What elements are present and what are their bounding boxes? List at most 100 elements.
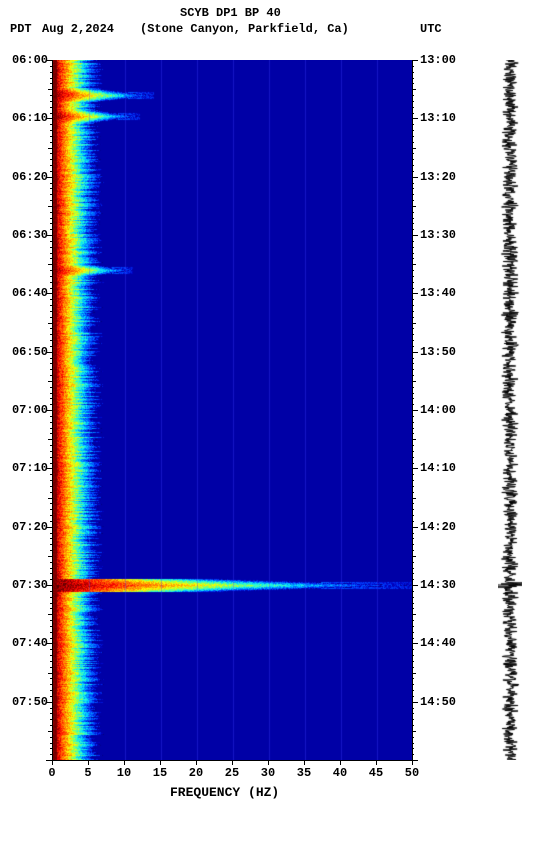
minor-tick — [50, 101, 52, 102]
minor-tick — [50, 188, 52, 189]
tick-mark — [340, 760, 341, 765]
minor-tick — [50, 317, 52, 318]
y-tick-right: 14:20 — [420, 520, 456, 534]
minor-tick — [50, 247, 52, 248]
minor-tick — [412, 171, 414, 172]
minor-tick — [412, 200, 414, 201]
x-tick: 15 — [153, 766, 167, 780]
minor-tick — [48, 614, 52, 615]
seismogram-canvas — [498, 60, 522, 760]
minor-tick — [46, 352, 52, 353]
minor-tick — [412, 66, 414, 67]
minor-tick — [412, 498, 416, 499]
minor-tick — [412, 352, 418, 353]
tick-mark — [52, 760, 53, 765]
minor-tick — [46, 177, 52, 178]
minor-tick — [50, 72, 52, 73]
minor-tick — [412, 328, 414, 329]
minor-tick — [48, 556, 52, 557]
minor-tick — [412, 340, 414, 341]
minor-tick — [50, 474, 52, 475]
minor-tick — [412, 515, 414, 516]
minor-tick — [412, 737, 414, 738]
minor-tick — [412, 503, 414, 504]
y-tick-right: 14:40 — [420, 636, 456, 650]
minor-tick — [412, 748, 414, 749]
minor-tick — [412, 725, 414, 726]
minor-tick — [50, 113, 52, 114]
y-tick-left: 06:10 — [4, 111, 48, 125]
minor-tick — [412, 293, 418, 294]
minor-tick — [50, 422, 52, 423]
minor-tick — [412, 439, 416, 440]
minor-tick — [412, 247, 414, 248]
minor-tick — [50, 253, 52, 254]
minor-tick — [412, 603, 414, 604]
minor-tick — [50, 638, 52, 639]
y-tick-left: 06:40 — [4, 286, 48, 300]
minor-tick — [412, 614, 416, 615]
minor-tick — [412, 101, 414, 102]
minor-tick — [412, 544, 414, 545]
minor-tick — [412, 632, 414, 633]
minor-tick — [412, 556, 416, 557]
minor-tick — [412, 311, 414, 312]
minor-tick — [46, 643, 52, 644]
minor-tick — [412, 492, 414, 493]
y-tick-left: 06:30 — [4, 228, 48, 242]
tick-mark — [160, 760, 161, 765]
minor-tick — [50, 311, 52, 312]
minor-tick — [50, 433, 52, 434]
minor-tick — [412, 527, 418, 528]
minor-tick — [412, 223, 414, 224]
minor-tick — [50, 562, 52, 563]
minor-tick — [412, 690, 414, 691]
minor-tick — [50, 130, 52, 131]
minor-tick — [412, 416, 414, 417]
minor-tick — [50, 334, 52, 335]
minor-tick — [412, 375, 414, 376]
minor-tick — [48, 731, 52, 732]
minor-tick — [412, 626, 414, 627]
minor-tick — [412, 241, 414, 242]
y-tick-left: 06:50 — [4, 345, 48, 359]
minor-tick — [50, 579, 52, 580]
minor-tick — [412, 684, 414, 685]
minor-tick — [50, 486, 52, 487]
y-tick-left: 07:40 — [4, 636, 48, 650]
minor-tick — [50, 142, 52, 143]
minor-tick — [412, 136, 414, 137]
minor-tick — [50, 538, 52, 539]
minor-tick — [412, 451, 414, 452]
minor-tick — [50, 492, 52, 493]
minor-tick — [50, 165, 52, 166]
minor-tick — [412, 643, 418, 644]
minor-tick — [50, 375, 52, 376]
minor-tick — [412, 299, 414, 300]
minor-tick — [412, 550, 414, 551]
y-tick-right: 14:30 — [420, 578, 456, 592]
y-tick-left: 06:00 — [4, 53, 48, 67]
minor-tick — [50, 573, 52, 574]
minor-tick — [50, 521, 52, 522]
minor-tick — [48, 498, 52, 499]
chart-title: SCYB DP1 BP 40 — [180, 6, 281, 20]
minor-tick — [50, 591, 52, 592]
minor-tick — [48, 264, 52, 265]
y-tick-left: 07:00 — [4, 403, 48, 417]
minor-tick — [412, 264, 416, 265]
minor-tick — [412, 754, 414, 755]
chart-date: Aug 2,2024 — [42, 22, 114, 36]
minor-tick — [50, 667, 52, 668]
minor-tick — [412, 393, 414, 394]
minor-tick — [50, 719, 52, 720]
minor-tick — [412, 568, 414, 569]
minor-tick — [48, 381, 52, 382]
tick-mark — [196, 760, 197, 765]
minor-tick — [50, 270, 52, 271]
y-tick-left: 06:20 — [4, 170, 48, 184]
y-tick-left: 07:20 — [4, 520, 48, 534]
minor-tick — [412, 655, 414, 656]
y-tick-right: 13:50 — [420, 345, 456, 359]
minor-tick — [50, 445, 52, 446]
